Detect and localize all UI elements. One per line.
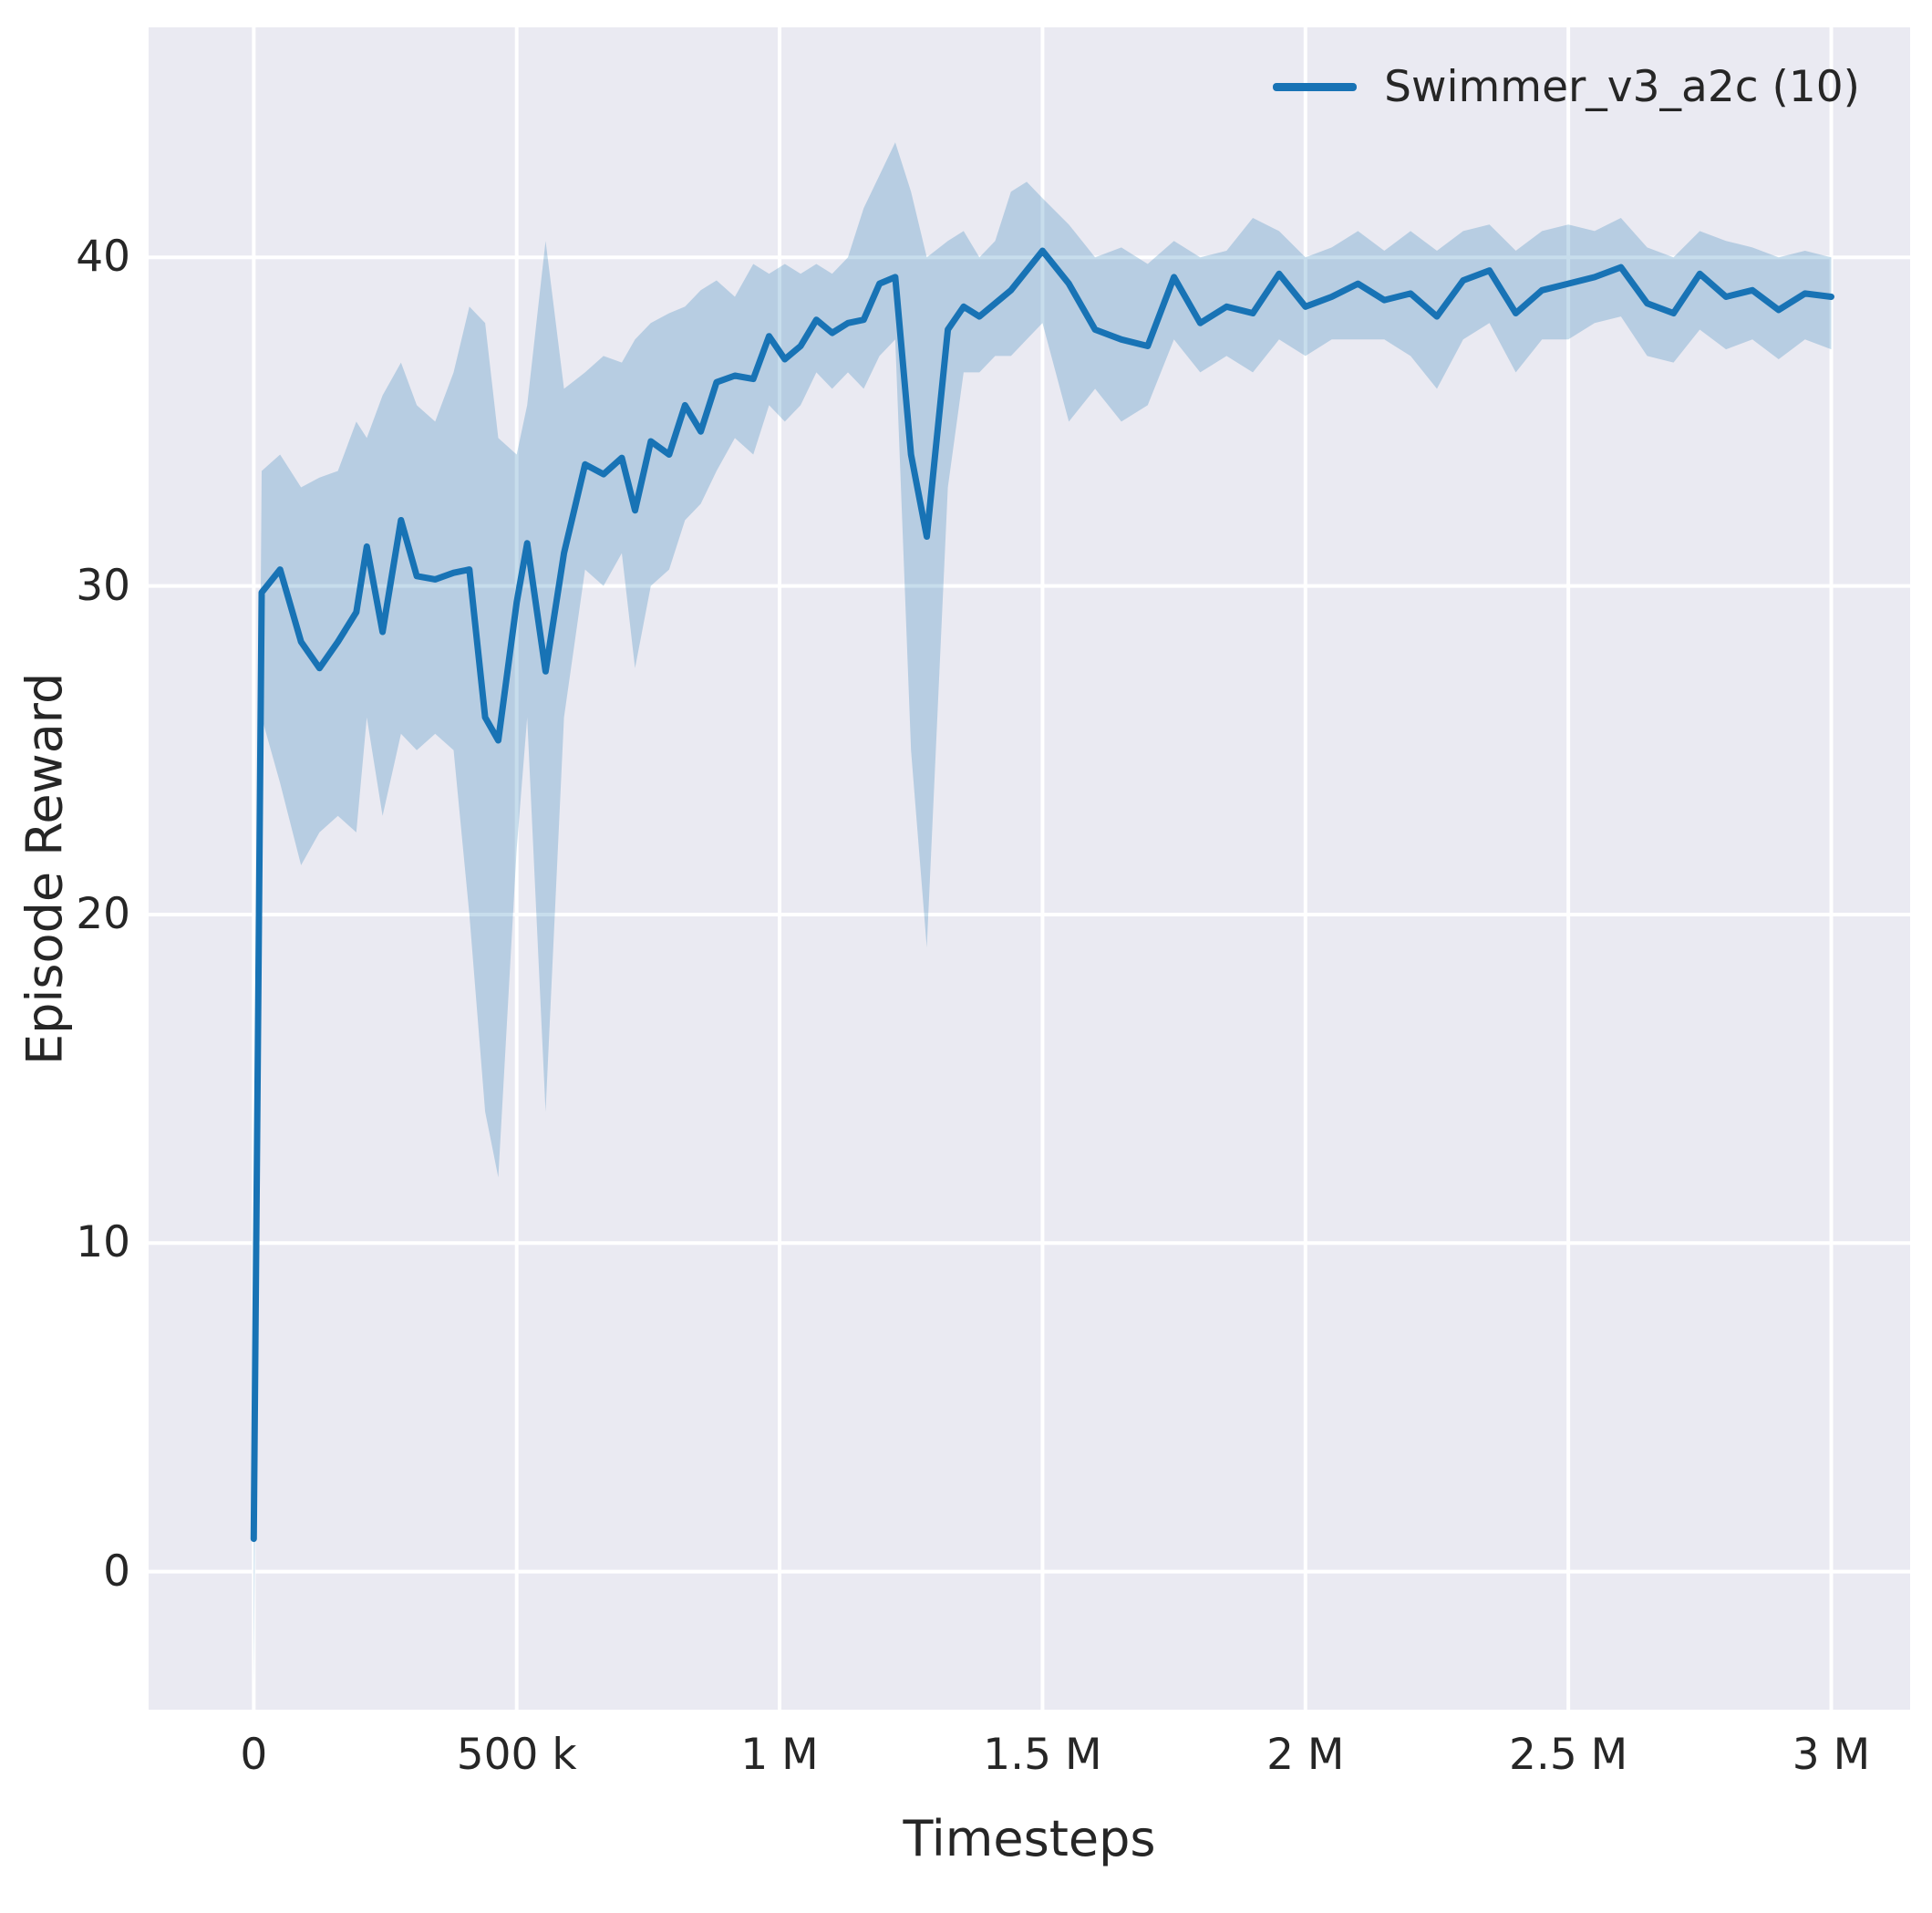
plot-area: Swimmer_v3_a2c (10) [149, 27, 1910, 1710]
x-tick-label: 3 M [1792, 1730, 1871, 1780]
x-tick-label: 2.5 M [1509, 1730, 1628, 1780]
x-tick-label: 2 M [1266, 1730, 1345, 1780]
x-tick-label: 500 k [456, 1730, 577, 1780]
y-axis-label: Episode Reward [15, 672, 74, 1065]
x-tick-label: 0 [240, 1730, 268, 1780]
legend: Swimmer_v3_a2c (10) [1264, 55, 1869, 119]
x-axis-label: Timesteps [903, 1810, 1156, 1867]
chart-svg [149, 27, 1910, 1710]
x-tick-label: 1.5 M [983, 1730, 1102, 1780]
plot-background [149, 27, 1910, 1710]
legend-label: Swimmer_v3_a2c (10) [1384, 62, 1860, 112]
x-tick-label: 1 M [740, 1730, 819, 1780]
confidence-band [253, 142, 1832, 1687]
legend-line-swatch [1273, 83, 1358, 91]
mean-line [250, 247, 1834, 1543]
